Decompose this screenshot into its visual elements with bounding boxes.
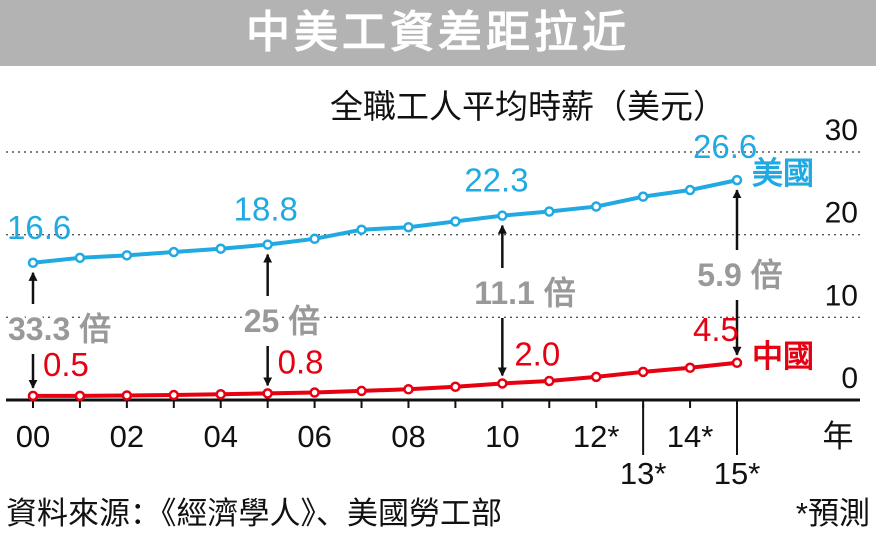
ratio-label: 33.3 倍 — [8, 311, 111, 347]
y-tick-label: 0 — [841, 362, 858, 395]
ratio-label: 25 倍 — [244, 303, 321, 339]
data-point-us — [590, 201, 602, 212]
ratio-label: 5.9 倍 — [697, 257, 782, 293]
value-label-us: 26.6 — [693, 128, 757, 165]
data-point-us — [731, 174, 743, 186]
data-point-us — [262, 239, 273, 250]
data-point-china — [684, 362, 696, 374]
data-labels: 33.3 倍 25 倍 11.1 倍 5.9 倍 16.6 18.8 22.3 26.6 0.5… — [5, 128, 814, 383]
data-point-us — [684, 184, 696, 196]
x-tick-label: 02 — [110, 419, 144, 454]
footer: 資料來源：《經濟學人》、美國勞工部 *預測 — [6, 488, 870, 533]
forecast-note: *預測 — [795, 496, 870, 531]
data-point-china — [168, 389, 180, 401]
x-tick-label: 14* — [667, 419, 714, 454]
x-tick-label: 13* — [620, 456, 667, 491]
value-label-china: 2.0 — [514, 335, 560, 372]
data-point-china — [637, 366, 649, 378]
data-point-china — [27, 390, 39, 402]
data-point-us — [27, 257, 39, 269]
data-point-us — [74, 252, 86, 264]
data-point-china — [215, 388, 226, 400]
chart-title: 中美工資差距拉近 — [246, 8, 630, 57]
series-lines — [27, 174, 743, 402]
data-point-china — [590, 371, 602, 383]
series-line-china — [33, 360, 738, 398]
data-point-china — [403, 384, 414, 395]
data-point-china — [121, 390, 133, 401]
series-name-china: 中國 — [752, 339, 814, 374]
tick-labels: 0 10 20 30 00 02 04 06 08 10 12*13*14*15* 年 — [16, 114, 858, 491]
data-point-us — [497, 210, 508, 221]
y-tick-label: 20 — [825, 197, 858, 230]
series-name-us: 美國 — [752, 156, 814, 191]
value-label-china: 0.8 — [278, 343, 324, 380]
data-point-us — [168, 246, 180, 258]
data-point-us — [637, 191, 649, 202]
data-point-us — [403, 221, 414, 233]
series-line-us — [32, 178, 738, 265]
x-axis — [6, 398, 860, 455]
data-point-us — [356, 224, 367, 235]
value-label-us: 18.8 — [234, 191, 298, 228]
data-point-us — [544, 206, 555, 217]
data-point-china — [309, 387, 320, 398]
value-label-china: 0.5 — [43, 346, 89, 383]
x-tick-label: 15* — [714, 456, 761, 491]
data-point-china — [74, 390, 86, 402]
data-point-china — [262, 388, 273, 399]
y-tick-label: 10 — [825, 279, 858, 312]
ratio-arrows — [28, 189, 742, 389]
x-tick-label: 06 — [297, 419, 331, 454]
ratio-label: 11.1 倍 — [474, 275, 575, 311]
value-label-us: 16.6 — [7, 209, 71, 246]
x-tick-label: 12* — [573, 419, 620, 454]
data-point-china — [450, 381, 461, 393]
source-text: 資料來源：《經濟學人》、美國勞工部 — [6, 496, 502, 531]
data-point-us — [121, 250, 133, 261]
data-point-china — [497, 378, 508, 389]
data-point-us — [450, 216, 461, 227]
data-point-china — [731, 357, 743, 369]
value-label-us: 22.3 — [464, 162, 528, 199]
data-point-china — [544, 375, 555, 387]
x-tick-label: 00 — [16, 419, 50, 454]
data-point-china — [356, 385, 367, 397]
x-axis-label: 年 — [823, 419, 854, 454]
title-bar — [0, 0, 876, 66]
value-label-china: 4.5 — [693, 311, 739, 348]
x-tick-label: 10 — [485, 419, 519, 454]
grid-lines — [6, 151, 860, 319]
data-point-us — [309, 233, 320, 245]
data-point-us — [215, 243, 226, 254]
y-axis-label: 全職工人平均時薪（美元） — [330, 88, 726, 125]
x-tick-label: 04 — [203, 419, 237, 454]
y-tick-label: 30 — [825, 114, 858, 147]
x-tick-label: 08 — [391, 419, 425, 454]
